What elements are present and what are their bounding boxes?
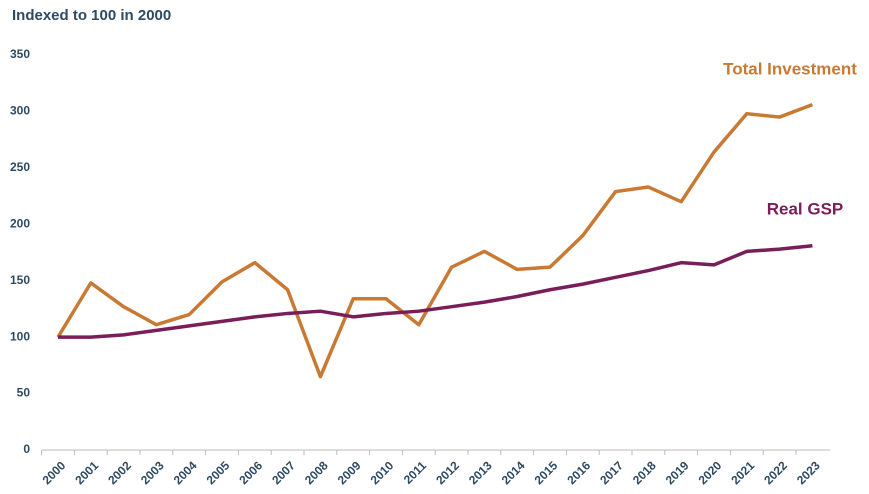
x-tick-label: 2020 [696,458,725,487]
x-tick-label: 2001 [72,458,101,487]
x-tick-label: 2011 [401,458,430,487]
x-tick-label: 2023 [794,458,823,487]
x-tick-label: 2006 [236,458,265,487]
x-tick-label: 2015 [532,458,561,487]
x-tick-label: 2010 [368,458,397,487]
y-tick-label: 0 [23,442,30,456]
x-tick-label: 2002 [105,458,134,487]
x-tick-label: 2005 [204,458,233,487]
x-tick-label: 2012 [433,458,462,487]
y-tick-label: 250 [10,160,30,174]
x-tick-label: 2013 [466,458,495,487]
x-tick-label: 2018 [630,458,659,487]
x-tick-label: 2017 [597,458,626,487]
y-tick-label: 50 [17,386,31,400]
x-tick-label: 2004 [171,458,200,487]
chart-title: Indexed to 100 in 2000 [12,7,171,24]
x-tick-label: 2014 [499,458,528,487]
y-tick-label: 350 [10,47,30,61]
series-label: Total Investment [723,59,857,78]
x-tick-label: 2008 [302,458,331,487]
x-tick-label: 2009 [335,458,364,487]
x-tick-label: 2007 [269,458,298,487]
y-tick-label: 200 [10,216,30,230]
y-tick-label: 300 [10,104,30,118]
x-tick-label: 2003 [138,458,167,487]
line [58,243,813,339]
x-tick-label: 2019 [663,458,692,487]
series-label: Real GSP [767,199,844,218]
x-tick-label: 2000 [40,458,69,487]
y-tick-label: 150 [10,273,30,287]
y-tick-label: 100 [10,329,30,343]
x-tick-label: 2021 [728,458,757,487]
x-tick-label: 2016 [564,458,593,487]
line [56,103,814,379]
x-tick-label: 2022 [761,458,790,487]
